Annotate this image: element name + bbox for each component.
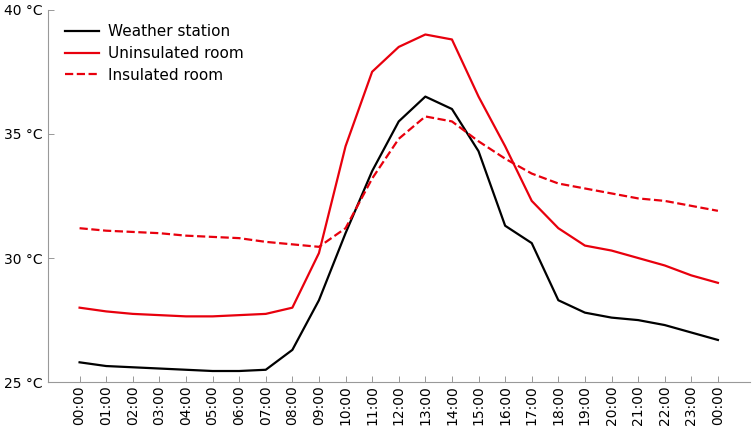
Uninsulated room bbox=[713, 280, 722, 285]
Uninsulated room bbox=[661, 263, 670, 268]
Insulated room bbox=[261, 239, 270, 245]
Uninsulated room bbox=[234, 313, 244, 318]
Uninsulated room bbox=[288, 305, 297, 310]
Insulated room bbox=[288, 242, 297, 247]
Insulated room bbox=[182, 233, 191, 238]
Insulated room bbox=[474, 139, 483, 144]
Uninsulated room bbox=[421, 32, 430, 37]
Insulated room bbox=[314, 244, 323, 249]
Weather station bbox=[394, 119, 403, 124]
Line: Insulated room: Insulated room bbox=[80, 116, 718, 247]
Weather station bbox=[421, 94, 430, 99]
Insulated room bbox=[394, 136, 403, 142]
Uninsulated room bbox=[553, 226, 562, 231]
Uninsulated room bbox=[75, 305, 84, 310]
Weather station bbox=[474, 148, 483, 154]
Uninsulated room bbox=[581, 243, 590, 248]
Insulated room bbox=[501, 156, 510, 161]
Uninsulated room bbox=[261, 311, 270, 317]
Uninsulated room bbox=[368, 69, 377, 74]
Insulated room bbox=[102, 228, 111, 233]
Weather station bbox=[155, 366, 164, 371]
Insulated room bbox=[687, 203, 696, 208]
Line: Weather station: Weather station bbox=[80, 97, 718, 371]
Uninsulated room bbox=[607, 248, 616, 253]
Weather station bbox=[341, 231, 350, 236]
Weather station bbox=[368, 169, 377, 174]
Weather station bbox=[447, 106, 456, 112]
Uninsulated room bbox=[474, 94, 483, 99]
Insulated room bbox=[421, 114, 430, 119]
Weather station bbox=[75, 360, 84, 365]
Insulated room bbox=[633, 196, 642, 201]
Weather station bbox=[182, 367, 191, 372]
Line: Uninsulated room: Uninsulated room bbox=[80, 34, 718, 316]
Weather station bbox=[713, 337, 722, 342]
Uninsulated room bbox=[102, 309, 111, 314]
Weather station bbox=[501, 223, 510, 228]
Weather station bbox=[288, 347, 297, 353]
Insulated room bbox=[607, 191, 616, 196]
Uninsulated room bbox=[501, 144, 510, 149]
Weather station bbox=[208, 369, 217, 374]
Weather station bbox=[527, 241, 536, 246]
Insulated room bbox=[713, 208, 722, 213]
Uninsulated room bbox=[633, 255, 642, 260]
Insulated room bbox=[661, 198, 670, 203]
Uninsulated room bbox=[394, 44, 403, 49]
Weather station bbox=[633, 317, 642, 323]
Insulated room bbox=[234, 236, 244, 241]
Insulated room bbox=[128, 230, 137, 235]
Weather station bbox=[234, 369, 244, 374]
Insulated room bbox=[368, 176, 377, 181]
Insulated room bbox=[581, 186, 590, 191]
Insulated room bbox=[155, 231, 164, 236]
Insulated room bbox=[553, 181, 562, 186]
Weather station bbox=[661, 323, 670, 328]
Uninsulated room bbox=[687, 273, 696, 278]
Insulated room bbox=[208, 234, 217, 239]
Uninsulated room bbox=[447, 37, 456, 42]
Weather station bbox=[687, 330, 696, 335]
Uninsulated room bbox=[128, 311, 137, 317]
Legend: Weather station, Uninsulated room, Insulated room: Weather station, Uninsulated room, Insul… bbox=[63, 21, 247, 86]
Weather station bbox=[553, 298, 562, 303]
Weather station bbox=[102, 363, 111, 369]
Uninsulated room bbox=[527, 198, 536, 203]
Insulated room bbox=[75, 226, 84, 231]
Weather station bbox=[581, 310, 590, 315]
Uninsulated room bbox=[182, 314, 191, 319]
Insulated room bbox=[527, 171, 536, 176]
Weather station bbox=[607, 315, 616, 320]
Weather station bbox=[314, 298, 323, 303]
Insulated room bbox=[447, 119, 456, 124]
Weather station bbox=[261, 367, 270, 372]
Uninsulated room bbox=[341, 144, 350, 149]
Uninsulated room bbox=[155, 313, 164, 318]
Insulated room bbox=[341, 226, 350, 231]
Weather station bbox=[128, 365, 137, 370]
Uninsulated room bbox=[314, 251, 323, 256]
Uninsulated room bbox=[208, 314, 217, 319]
